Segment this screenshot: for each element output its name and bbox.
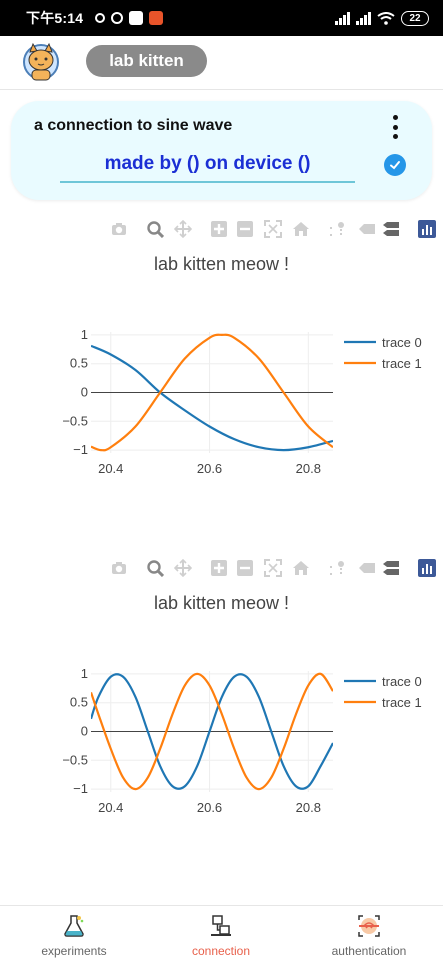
status-system-icons: 22 [335,10,429,26]
connection-title: a connection to sine wave [34,117,233,134]
cell-signal-2-icon [356,11,371,25]
hover-compare-icon[interactable] [382,559,400,577]
status-bar: 下午5:14 22 [0,0,443,36]
nav-item-connection[interactable]: connection [181,906,261,960]
plot-2-modebar [110,557,440,579]
x-tick-label: 20.6 [197,461,222,476]
connection-subtitle-field[interactable]: made by () on device () [60,147,355,183]
series-line-trace-1[interactable] [91,672,333,791]
camera-icon[interactable] [110,559,128,577]
fingerprint-icon [358,915,380,937]
status-notification-icons [95,11,164,25]
battery-icon: 22 [401,10,429,26]
series-line-trace-0[interactable] [91,344,333,452]
series-line-trace-0[interactable] [91,673,333,790]
nav-item-experiments[interactable]: experiments [34,906,114,960]
plot-2: lab kitten meow ! 1 0.5 0 −0.5 −1 20.4 20.6 20.… [0,549,443,849]
zoom-out-icon[interactable] [236,559,254,577]
y-tick-label: 0 [81,724,88,739]
plotly-logo-icon[interactable] [418,559,436,577]
zoom-icon[interactable] [146,220,164,238]
y-tick-label: 0 [81,385,88,400]
y-tick-label: 1 [81,666,88,681]
home-icon[interactable] [292,220,310,238]
spike-lines-icon[interactable] [328,559,346,577]
network-icon [211,915,231,936]
x-tick-label: 20.8 [296,461,321,476]
more-options-icon[interactable] [383,113,407,141]
zoom-in-icon[interactable] [210,220,228,238]
wifi-icon [377,11,395,25]
y-tick-label: 0.5 [70,695,88,710]
hover-compare-icon[interactable] [382,220,400,238]
notification-app-icon [129,11,144,25]
series-line-trace-1[interactable] [91,333,333,452]
x-tick-label: 20.8 [296,800,321,815]
zoom-icon[interactable] [146,559,164,577]
y-tick-label: 0.5 [70,356,88,371]
nav-label-experiments: experiments [41,944,107,958]
hover-closest-icon[interactable] [358,220,376,238]
app-header: lab kitten [0,36,443,90]
check-circle-icon[interactable] [384,154,406,176]
autoscale-icon[interactable] [264,559,282,577]
legend-label-trace-0[interactable]: trace 0 [382,335,422,350]
nav-label-connection: connection [191,944,251,958]
status-time: 下午5:14 [26,10,84,26]
person-icon [95,13,106,23]
nav-item-authentication[interactable]: authentication [323,906,415,960]
cell-signal-icon [335,11,350,25]
pan-icon[interactable] [174,559,192,577]
y-tick-label: −0.5 [62,752,88,767]
plot-1-modebar [110,218,440,240]
pan-icon[interactable] [174,220,192,238]
connection-card: a connection to sine wave made by () on … [11,101,432,200]
notification-app-icon-2 [149,11,164,25]
plot-2-title: lab kitten meow ! [153,593,290,613]
y-tick-label: −1 [73,781,88,796]
flask-icon [64,915,84,937]
plotly-logo-icon[interactable] [418,220,436,238]
nav-label-authentication: authentication [331,944,407,958]
plot-1: lab kitten meow ! 1 0.5 0 −0.5 −1 20.4 20.6 20.… [0,210,443,510]
kitten-avatar-icon[interactable] [22,40,60,84]
plot-1-chart[interactable]: 1 0.5 0 −0.5 −1 20.4 20.6 20.8 trace 0 trace 1 [0,210,443,510]
x-tick-label: 20.4 [98,800,123,815]
legend-label-trace-1[interactable]: trace 1 [382,356,422,371]
camera-icon[interactable] [110,220,128,238]
legend-label-trace-1[interactable]: trace 1 [382,695,422,710]
x-tick-label: 20.4 [98,461,123,476]
x-tick-label: 20.6 [197,800,222,815]
bottom-navigation: experiments connection authentication [0,905,443,960]
hover-closest-icon[interactable] [358,559,376,577]
plot-2-chart[interactable]: 1 0.5 0 −0.5 −1 20.4 20.6 20.8 trace 0 trace 1 [0,549,443,849]
location-icon [111,12,124,24]
zoom-out-icon[interactable] [236,220,254,238]
y-tick-label: −0.5 [62,413,88,428]
y-tick-label: −1 [73,442,88,457]
home-icon[interactable] [292,559,310,577]
plot-1-title: lab kitten meow ! [153,254,290,274]
app-title-pill[interactable]: lab kitten [86,45,207,77]
spike-lines-icon[interactable] [328,220,346,238]
legend-label-trace-0[interactable]: trace 0 [382,674,422,689]
y-tick-label: 1 [81,327,88,342]
zoom-in-icon[interactable] [210,559,228,577]
autoscale-icon[interactable] [264,220,282,238]
